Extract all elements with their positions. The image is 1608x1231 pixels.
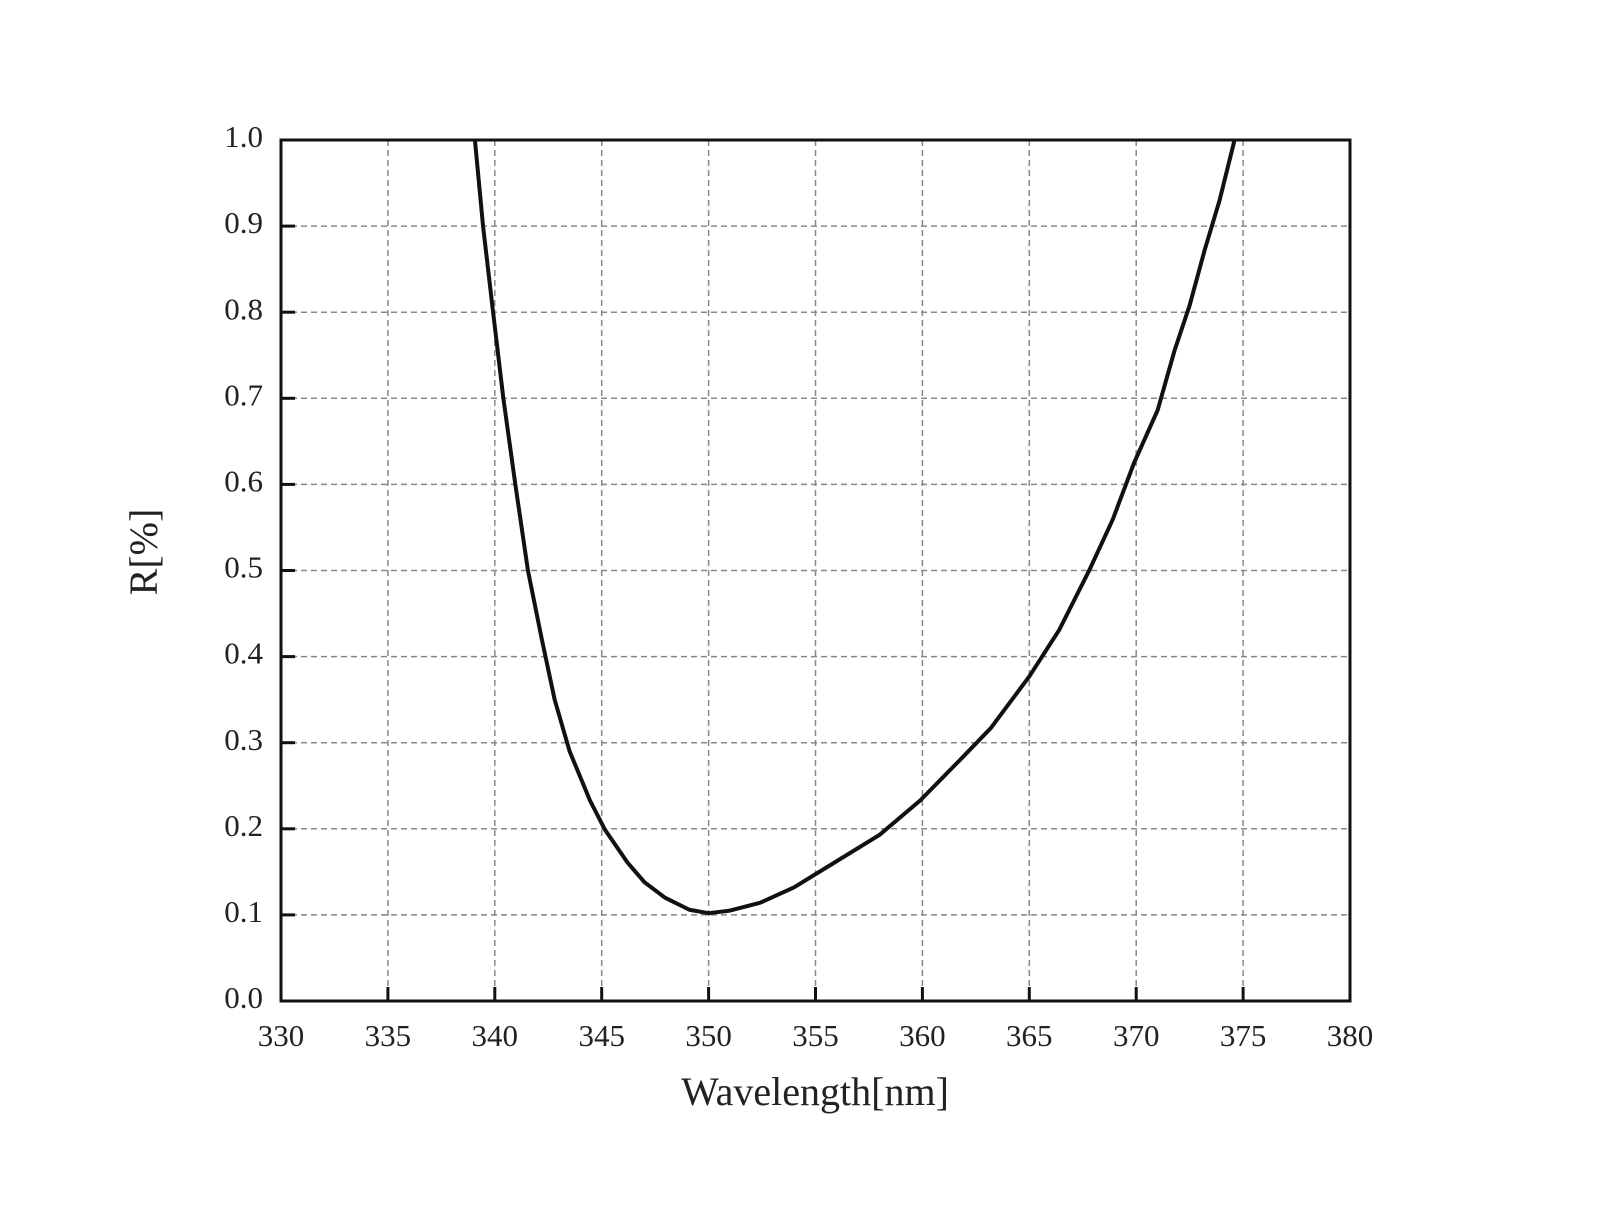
y-axis-label: R[%] — [121, 509, 166, 596]
y-tick-label: 0.3 — [224, 722, 263, 757]
x-tick-label: 375 — [1220, 1018, 1267, 1053]
x-tick-label: 365 — [1006, 1018, 1053, 1053]
y-tick-label: 0.1 — [224, 894, 263, 929]
plot-frame — [279, 138, 1352, 1003]
x-tick-label: 370 — [1113, 1018, 1160, 1053]
y-tick-label: 1.0 — [224, 119, 263, 154]
x-tick-label: 350 — [685, 1018, 732, 1053]
y-tick-label: 0.0 — [224, 980, 263, 1015]
x-axis-label: Wavelength[nm] — [681, 1069, 949, 1114]
x-tick-label: 340 — [472, 1018, 519, 1053]
y-tick-label: 0.5 — [224, 550, 263, 585]
y-tick-label: 0.6 — [224, 464, 263, 499]
y-tick-label: 0.7 — [224, 377, 263, 412]
x-tick-label: 345 — [578, 1018, 625, 1053]
x-tick-label: 360 — [899, 1018, 946, 1053]
data-line — [472, 139, 1237, 916]
y-tick-label: 0.8 — [224, 291, 263, 326]
y-tick-label: 0.4 — [224, 636, 263, 671]
x-tick-label: 355 — [792, 1018, 839, 1053]
y-tick-label: 0.9 — [224, 205, 263, 240]
x-tick-label: 335 — [365, 1018, 412, 1053]
y-tick-label: 0.2 — [224, 808, 263, 843]
x-tick-label: 330 — [258, 1018, 305, 1053]
x-tick-label: 380 — [1327, 1018, 1374, 1053]
